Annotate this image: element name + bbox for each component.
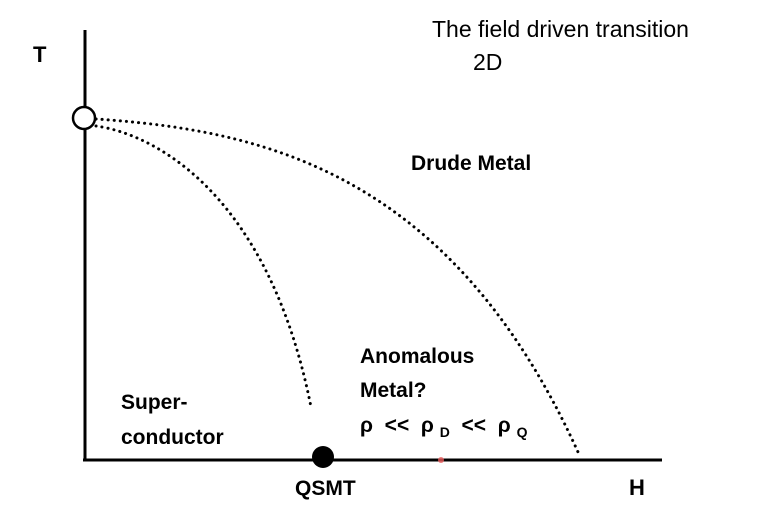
rho-q-subscript: Q [517, 424, 528, 440]
h-axis-label: H [629, 475, 645, 500]
zero-field-critical-point-marker [71, 105, 97, 131]
diagram-title-line2: 2D [473, 49, 502, 75]
rho-d-symbol: ρ [421, 414, 434, 437]
rho-d-subscript: D [440, 424, 450, 440]
small-axis-marker [438, 457, 444, 463]
superconductor-label-line2: conductor [121, 426, 224, 449]
rho-symbol: ρ [360, 414, 373, 437]
anomalous-metal-label-line2: Metal? [360, 379, 427, 402]
qsmt-marker [312, 446, 334, 468]
t-axis-label: T [33, 42, 47, 67]
superconductor-label-line1: Super- [121, 391, 188, 414]
drude-metal-label: Drude Metal [411, 152, 531, 175]
anomalous-metal-label-line1: Anomalous [360, 345, 474, 368]
rho-q-symbol: ρ [498, 414, 511, 437]
much-less-than-1: << [379, 414, 415, 437]
qsmt-label: QSMT [295, 477, 356, 500]
resistivity-relation: ρ << ρ D << ρ Q [360, 414, 528, 442]
much-less-than-2: << [456, 414, 492, 437]
diagram-title-line1: The field driven transition [432, 16, 689, 42]
superconductor-boundary [94, 124, 313, 409]
